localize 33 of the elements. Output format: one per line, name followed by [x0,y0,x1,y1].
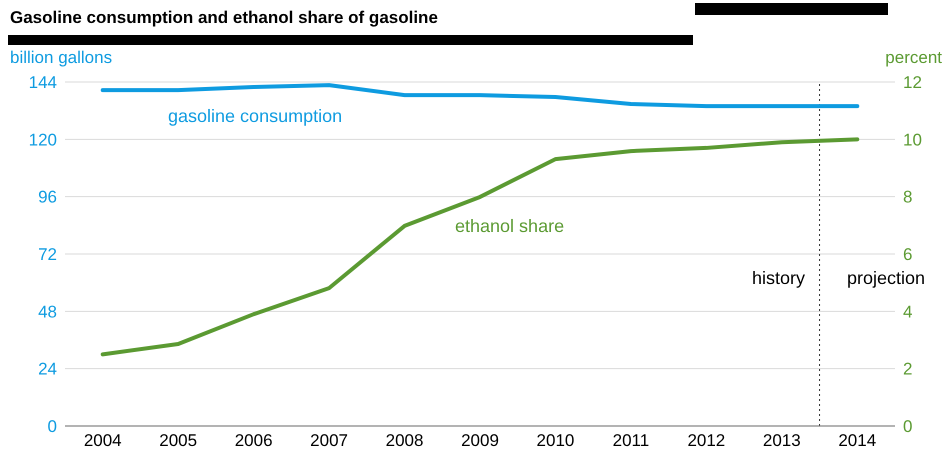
x-tick-label: 2009 [461,431,499,450]
x-tick-label: 2008 [386,431,424,450]
y2-tick-label: 4 [903,302,912,322]
y-tick-label: 0 [48,417,57,436]
x-tick-label: 2013 [762,431,801,450]
y-axis-title: billion gallons [10,48,112,68]
y-tick-label: 24 [38,360,57,379]
x-tick-label: 2010 [536,431,574,450]
series-label: ethanol share [455,216,564,237]
y-tick-label: 96 [38,188,57,207]
y2-tick-label: 12 [903,73,922,92]
x-tick-label: 2004 [84,431,122,450]
series-label: gasoline consumption [168,106,342,127]
annotation: projection [847,268,926,289]
y2-tick-label: 10 [903,130,922,150]
x-tick-label: 2005 [159,431,198,450]
y-tick-label: 144 [28,73,57,92]
y2-tick-label: 8 [903,188,912,207]
y-tick-label: 48 [38,302,57,322]
x-tick-label: 2014 [838,431,876,450]
annotation: history [752,268,805,289]
y-tick-label: 72 [38,245,57,264]
chart-title: Gasoline consumption and ethanol share of gasoline [10,8,438,28]
x-tick-label: 2011 [612,431,650,450]
x-tick-label: 2007 [310,431,348,450]
x-tick-label: 2006 [234,431,273,450]
y2-tick-label: 0 [903,417,912,436]
y-tick-label: 120 [28,130,57,150]
y2-tick-label: 2 [903,360,912,379]
y2-axis-title: percent [885,48,942,68]
x-tick-label: 2012 [687,431,726,450]
y2-tick-label: 6 [903,245,912,264]
line-series [100,83,860,108]
